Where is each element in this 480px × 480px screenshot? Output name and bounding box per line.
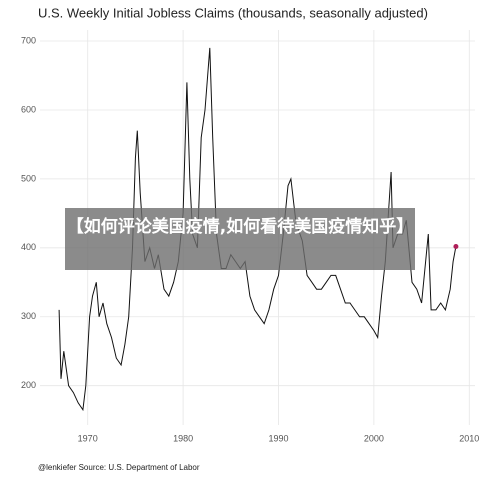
caption: @lenkiefer Source: U.S. Department of La…	[38, 463, 200, 472]
y-tick-label: 700	[21, 35, 36, 45]
y-tick-label: 400	[21, 242, 36, 252]
x-tick-label: 2000	[364, 433, 384, 443]
y-tick-label: 200	[21, 380, 36, 390]
x-tick-label: 1980	[173, 433, 193, 443]
y-tick-label: 300	[21, 311, 36, 321]
y-tick-label: 600	[21, 104, 36, 114]
last-point	[453, 243, 459, 249]
x-tick-label: 2010	[459, 433, 479, 443]
x-tick-label: 1990	[268, 433, 288, 443]
banner: 【如何评论美国疫情,如何看待美国疫情知乎】	[65, 208, 415, 270]
x-tick-label: 1970	[78, 433, 98, 443]
y-tick-label: 500	[21, 173, 36, 183]
chart-title: U.S. Weekly Initial Jobless Claims (thou…	[38, 5, 428, 20]
series-line	[58, 47, 457, 412]
